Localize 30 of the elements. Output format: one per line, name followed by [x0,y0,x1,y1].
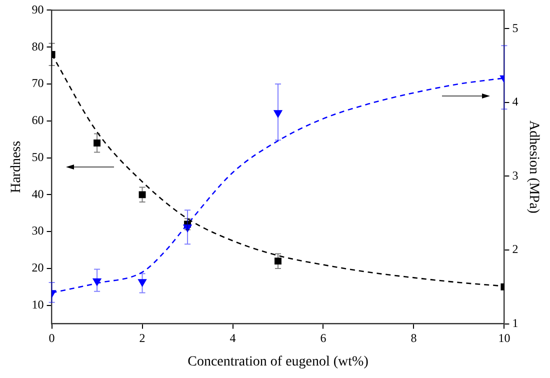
point [92,278,102,286]
point [183,224,192,232]
point [274,258,282,265]
point [274,110,282,118]
y-tick-label: 40 [32,186,44,201]
point [138,279,146,286]
y-tick-label: 20 [32,260,44,275]
point [94,140,101,146]
y2-axis-title: Adhesion (MPa) [526,120,541,214]
x-tick-label: 4 [230,331,236,346]
y2-tick-label: 5 [512,20,518,35]
x-tick-label: 8 [410,331,417,346]
y2-tick-label: 2 [512,242,518,256]
y2-tick-label: 1 [512,316,518,330]
y-tick-label: 70 [32,76,44,90]
y-tick-label: 60 [32,113,44,128]
y-tick-label: 10 [32,298,44,312]
y-tick-label: 80 [32,39,44,54]
y-tick-label: 90 [32,2,44,16]
y2-tick-label: 4 [512,94,518,109]
x-tick-label: 2 [139,331,146,346]
x-tick-label: 0 [48,331,55,346]
y-axis-title: Hardness [9,140,24,194]
point [138,191,146,198]
x-axis-title: Concentration of eugenol (wt%) [188,354,369,370]
y-tick-label: 30 [32,224,44,238]
x-tick-label: 6 [320,331,326,346]
y2-tick-label: 3 [512,168,518,182]
x-tick-label: 10 [498,331,510,346]
y-tick-label: 50 [32,150,44,164]
